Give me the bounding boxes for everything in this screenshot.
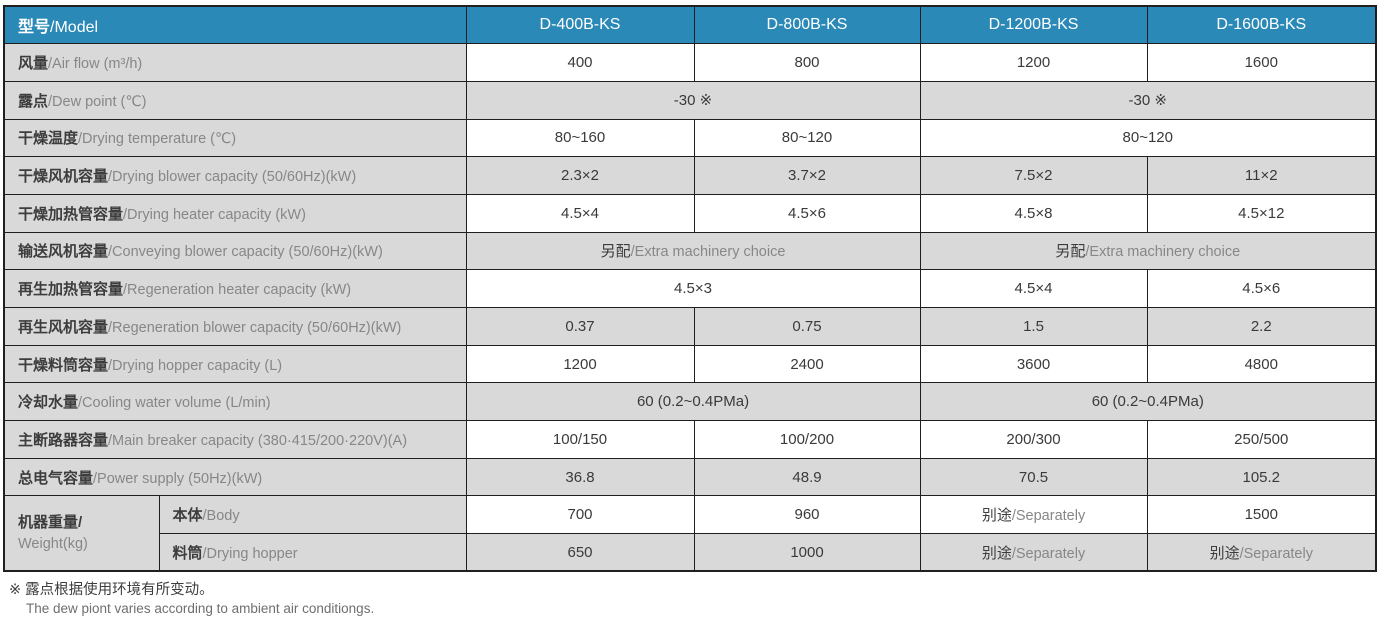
row-label: 干燥温度/Drying temperature (℃)	[3, 118, 467, 158]
row-label: 风量/Air flow (m³/h)	[3, 43, 467, 82]
value-cell: 2400	[693, 344, 921, 384]
value-cell: 另配/Extra machinery choice	[465, 231, 921, 271]
value-cell: 4.5×12	[1146, 193, 1377, 233]
value-cell: 800	[693, 43, 921, 82]
value-cell: 4.5×6	[693, 193, 921, 233]
row-label: 总电气容量/Power supply (50Hz)(kW)	[3, 457, 467, 497]
value-cell: 1000	[693, 533, 921, 572]
row-label: 冷却水量/Cooling water volume (L/min)	[3, 382, 467, 422]
model-header-d400b-ks: D-400B-KS	[465, 5, 695, 45]
value-cell: 4.5×4	[465, 193, 695, 233]
row-label: 干燥料筒容量/Drying hopper capacity (L)	[3, 344, 467, 384]
value-cell: 4800	[1146, 344, 1377, 384]
row-label: 料筒/Drying hopper	[158, 533, 467, 572]
row-label: 露点/Dew point (℃)	[3, 80, 467, 120]
value-cell: 100/150	[465, 420, 695, 459]
value-cell: 4.5×3	[465, 269, 921, 308]
value-cell: 36.8	[465, 457, 695, 497]
value-cell: 60 (0.2~0.4PMa)	[919, 382, 1377, 422]
value-cell: 11×2	[1146, 156, 1377, 195]
row-dew-point: 露点/Dew point (℃) -30 ※ -30 ※	[3, 80, 1377, 120]
value-cell: 0.37	[465, 307, 695, 346]
row-weight-body: 机器重量/Weight(kg) 本体/Body 700 960 别途/Separ…	[3, 495, 1377, 572]
value-cell: 1600	[1146, 43, 1377, 82]
row-drying-heater-capacity: 干燥加热管容量/Drying heater capacity (kW) 4.5×…	[3, 193, 1377, 233]
row-drying-hopper-capacity: 干燥料筒容量/Drying hopper capacity (L) 1200 2…	[3, 344, 1377, 384]
footnote-line-en: The dew piont varies according to ambien…	[26, 601, 375, 617]
row-regeneration-heater-capacity: 再生加热管容量/Regeneration heater capacity (kW…	[3, 269, 1377, 308]
value-cell: 700	[465, 495, 695, 535]
value-cell: 80~160	[465, 118, 695, 158]
value-cell: 400	[465, 43, 695, 82]
value-cell: 60 (0.2~0.4PMa)	[465, 382, 921, 422]
value-cell: 3.7×2	[693, 156, 921, 195]
row-regeneration-blower-capacity: 再生风机容量/Regeneration blower capacity (50/…	[3, 307, 1377, 346]
row-air-flow: 风量/Air flow (m³/h) 400 800 1200 1600	[3, 43, 1377, 82]
value-cell: -30 ※	[465, 80, 921, 120]
model-header-d1600b-ks: D-1600B-KS	[1146, 5, 1377, 45]
row-label: 再生风机容量/Regeneration blower capacity (50/…	[3, 307, 467, 346]
value-cell: 2.2	[1146, 307, 1377, 346]
value-cell: 0.75	[693, 307, 921, 346]
value-cell: 250/500	[1146, 420, 1377, 459]
value-cell: 70.5	[919, 457, 1148, 497]
value-cell: 1200	[465, 344, 695, 384]
value-cell: 1200	[919, 43, 1148, 82]
value-cell: 4.5×4	[919, 269, 1148, 308]
model-header-d800b-ks: D-800B-KS	[693, 5, 921, 45]
row-label: 输送风机容量/Conveying blower capacity (50/60H…	[3, 231, 467, 271]
value-cell: 2.3×2	[465, 156, 695, 195]
value-cell: 别途/Separately	[1146, 533, 1377, 572]
row-weight-drying-hopper: 料筒/Drying hopper 650 1000 别途/Separately …	[4, 533, 1377, 572]
row-label: 本体/Body	[158, 495, 467, 535]
footnote-line-zh: ※ 露点根据使用环境有所变动。	[9, 582, 214, 599]
value-cell: 4.5×6	[1146, 269, 1377, 308]
row-label: 主断路器容量/Main breaker capacity (380·415/20…	[3, 420, 467, 459]
value-cell: 48.9	[693, 457, 921, 497]
value-cell: 200/300	[919, 420, 1148, 459]
row-drying-temperature: 干燥温度/Drying temperature (℃) 80~160 80~12…	[3, 118, 1377, 158]
footnote: ※ 露点根据使用环境有所变动。 The dew piont varies acc…	[9, 578, 1375, 616]
value-cell: 80~120	[693, 118, 921, 158]
model-header-d1200b-ks: D-1200B-KS	[919, 5, 1148, 45]
value-cell: 80~120	[919, 118, 1377, 158]
spec-table: 型号/Model D-400B-KS D-800B-KS D-1200B-KS …	[3, 5, 1378, 573]
row-label: 干燥加热管容量/Drying heater capacity (kW)	[3, 193, 467, 233]
value-cell: 7.5×2	[919, 156, 1148, 195]
row-drying-blower-capacity: 干燥风机容量/Drying blower capacity (50/60Hz)(…	[3, 156, 1377, 195]
value-cell: 别途/Separately	[919, 495, 1148, 535]
row-main-breaker-capacity: 主断路器容量/Main breaker capacity (380·415/20…	[3, 420, 1377, 459]
value-cell: 105.2	[1146, 457, 1377, 497]
row-conveying-blower-capacity: 输送风机容量/Conveying blower capacity (50/60H…	[3, 231, 1377, 271]
value-cell: 4.5×8	[919, 193, 1148, 233]
value-cell: -30 ※	[919, 80, 1377, 120]
value-cell: 650	[465, 533, 695, 572]
value-cell: 3600	[919, 344, 1148, 384]
value-cell: 1.5	[919, 307, 1148, 346]
value-cell: 1500	[1146, 495, 1377, 535]
weight-group-label: 机器重量/Weight(kg)	[3, 495, 160, 572]
value-cell: 别途/Separately	[919, 533, 1148, 572]
row-cooling-water-volume: 冷却水量/Cooling water volume (L/min) 60 (0.…	[3, 382, 1377, 422]
value-cell: 100/200	[693, 420, 921, 459]
model-row-label: 型号/Model	[3, 5, 467, 45]
table-header-row: 型号/Model D-400B-KS D-800B-KS D-1200B-KS …	[3, 5, 1377, 45]
row-power-supply: 总电气容量/Power supply (50Hz)(kW) 36.8 48.9 …	[3, 457, 1377, 497]
row-label: 再生加热管容量/Regeneration heater capacity (kW…	[3, 269, 467, 308]
value-cell: 另配/Extra machinery choice	[919, 231, 1377, 271]
row-label: 干燥风机容量/Drying blower capacity (50/60Hz)(…	[3, 156, 467, 195]
value-cell: 960	[693, 495, 921, 535]
